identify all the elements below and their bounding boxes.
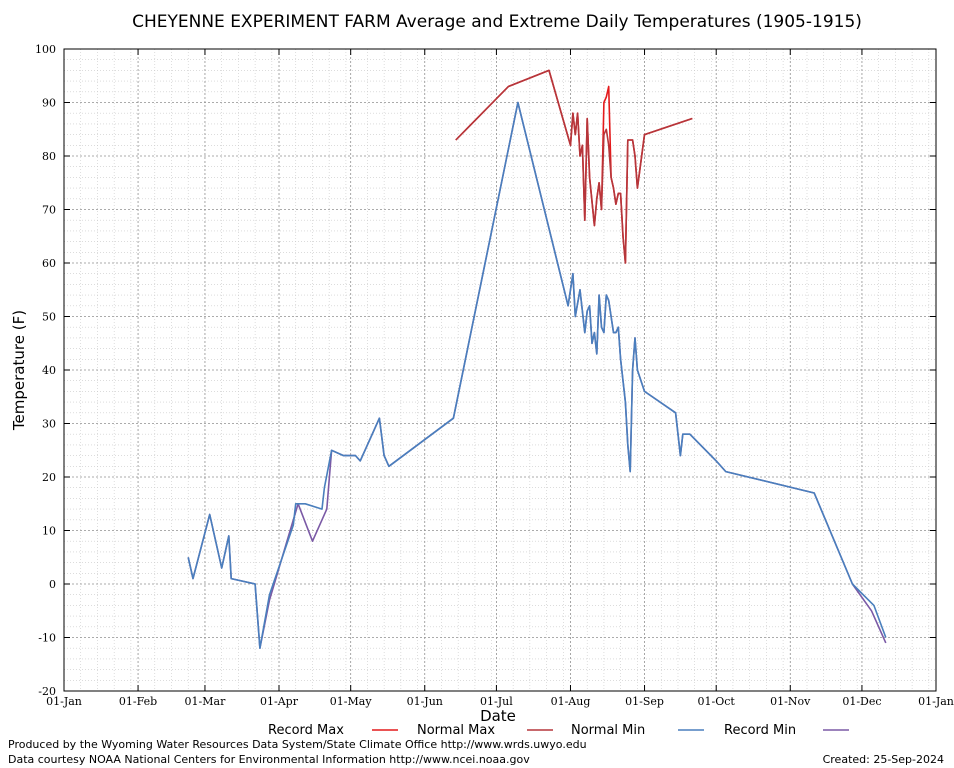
x-tick-label: 01-Sep [625,695,664,708]
legend-label-record-min: Record Min [724,723,796,738]
y-tick-labels: -20 -10 0 10 20 30 40 50 60 70 80 90 100 [35,43,56,698]
y-tick-label: 60 [42,257,56,270]
major-grid [64,49,936,691]
y-axis-label: Temperature (F) [10,310,28,431]
footer-data-courtesy: Data courtesy NOAA National Centers for … [8,753,530,766]
x-tick-label: 01-Jul [480,695,513,708]
y-tick-label: 100 [35,43,56,56]
series-line-record-min [187,101,887,650]
series-layer [187,69,887,650]
y-tick-label: -10 [38,632,56,645]
y-tick-label: -20 [38,685,56,698]
series-line-normal-max [455,69,693,264]
footer-produced-by: Produced by the Wyoming Water Resources … [8,738,587,751]
x-tick-label: 01-Apr [260,695,299,708]
x-tick-label: 01-Nov [770,695,811,708]
legend-label-normal-min: Normal Min [571,723,645,738]
x-tick-label: 01-Jan [918,695,954,708]
x-tick-label: 01-Aug [551,695,591,708]
y-tick-label: 20 [42,471,56,484]
x-tick-label: 01-Oct [698,695,736,708]
x-axis-label: Date [480,707,516,725]
x-tick-labels: 01-Jan 01-Feb 01-Mar 01-Apr 01-May 01-Jun 01-J… [46,695,954,708]
x-tick-label: 01-May [330,695,373,708]
legend-label-normal-max: Normal Max [417,723,495,738]
legend-label-record-max: Record Max [268,723,344,738]
x-tick-label: 01-Jan [46,695,82,708]
series-line-normal-min [187,101,887,650]
y-tick-label: 80 [42,150,56,163]
y-tick-label: 10 [42,525,56,538]
y-tick-label: 70 [42,204,56,217]
legend: Record Max Normal Max Normal Min Record Min [268,723,849,738]
y-tick-label: 50 [42,311,56,324]
y-tick-label: 30 [42,418,56,431]
x-tick-label: 01-Feb [119,695,157,708]
footer-created-date: Created: 25-Sep-2024 [822,753,944,766]
x-tick-label: 01-Mar [185,695,227,708]
axis-ticks [63,48,937,692]
x-tick-label: 01-Dec [842,695,881,708]
y-tick-label: 90 [42,97,56,110]
x-tick-label: 01-Jun [407,695,443,708]
y-tick-label: 40 [42,364,56,377]
y-tick-label: 0 [49,578,56,591]
chart-title: CHEYENNE EXPERIMENT FARM Average and Ext… [132,12,862,32]
